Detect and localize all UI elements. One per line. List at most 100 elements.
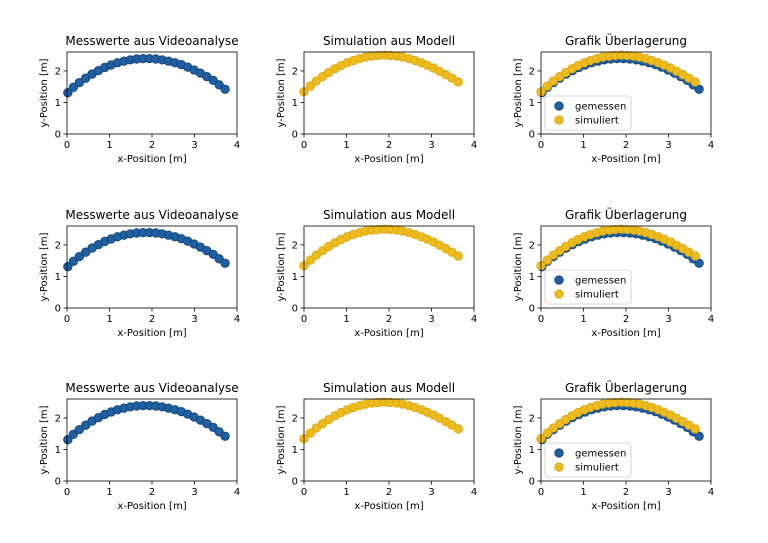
subplot-title: Simulation aus Modell [323, 34, 455, 48]
x-tick-label: 3 [428, 140, 434, 151]
series-simuliert [299, 50, 463, 97]
x-tick-label: 2 [386, 140, 392, 151]
data-point [548, 76, 558, 86]
legend-marker-gemessen [554, 101, 564, 111]
plot-frame [66, 51, 238, 135]
x-tick-label: 0 [64, 140, 70, 151]
data-point [68, 429, 79, 439]
x-axis-label: x-Position [m] [354, 154, 423, 165]
x-tick-label: 4 [708, 487, 714, 498]
subplot-title: Grafik Überlagerung [565, 379, 687, 395]
x-tick-label: 4 [234, 314, 240, 325]
data-point [74, 77, 84, 88]
series-gemessen [63, 53, 230, 98]
subplot-8: Simulation aus Modell 0 1 2 3 4 0 1 2 x-Position … [276, 381, 477, 512]
y-tick-label: 1 [529, 272, 535, 283]
legend-label-gemessen: gemessen [575, 102, 626, 113]
series-simuliert [299, 224, 463, 271]
y-axis-label: y-Position [m] [513, 58, 524, 127]
series-markers [299, 397, 463, 444]
x-tick-label: 4 [708, 140, 714, 151]
x-tick-label: 4 [471, 487, 477, 498]
data-point [63, 262, 73, 272]
x-tick-label: 2 [623, 487, 629, 498]
y-axis-label: y-Position [m] [276, 232, 287, 301]
data-point [694, 258, 704, 268]
plot-frame [303, 51, 475, 135]
data-point [305, 81, 316, 91]
legend-label-gemessen: gemessen [575, 449, 626, 460]
x-tick-label: 3 [665, 314, 671, 325]
x-tick-label: 3 [191, 140, 197, 151]
y-tick-label: 2 [529, 413, 535, 424]
data-point [694, 431, 704, 441]
y-tick-label: 0 [292, 130, 298, 141]
subplot-1: Messwerte aus Videoanalyse 0 1 2 3 4 0 1 2 x-Posi… [39, 34, 240, 165]
x-tick-label: 2 [623, 140, 629, 151]
plot-frame [303, 398, 475, 482]
data-point [548, 423, 558, 433]
x-tick-label: 2 [386, 487, 392, 498]
x-tick-label: 2 [149, 140, 155, 151]
x-tick-label: 4 [471, 140, 477, 151]
x-tick-label: 0 [301, 140, 307, 151]
x-tick-label: 2 [149, 487, 155, 498]
y-axis-label: y-Position [m] [39, 58, 50, 127]
x-tick-label: 0 [538, 487, 544, 498]
series-markers [299, 50, 463, 97]
subplot-title: Grafik Überlagerung [565, 206, 687, 222]
series-markers [299, 224, 463, 271]
subplot-title: Messwerte aus Videoanalyse [65, 34, 238, 48]
x-tick-label: 1 [343, 487, 349, 498]
y-axis-label: y-Position [m] [276, 58, 287, 127]
x-tick-label: 1 [580, 314, 586, 325]
y-tick-label: 0 [292, 477, 298, 488]
x-axis-label: x-Position [m] [591, 501, 660, 512]
x-tick-label: 3 [191, 314, 197, 325]
x-axis-label: x-Position [m] [117, 328, 186, 339]
data-point [453, 77, 463, 87]
x-tick-label: 3 [191, 487, 197, 498]
x-tick-label: 2 [386, 314, 392, 325]
data-point [68, 256, 79, 266]
y-axis-label: y-Position [m] [276, 405, 287, 474]
data-point [548, 250, 558, 260]
data-point [74, 251, 84, 262]
y-tick-label: 2 [55, 66, 61, 77]
legend: gemessen simuliert [544, 442, 632, 478]
x-tick-label: 1 [343, 314, 349, 325]
legend-label-simuliert: simuliert [575, 463, 619, 474]
x-axis-label: x-Position [m] [354, 328, 423, 339]
subplot-6: Grafik Überlagerung 0 1 2 3 4 0 1 2 x-Position [m… [513, 206, 714, 339]
legend-label-gemessen: gemessen [575, 276, 626, 287]
data-point [542, 428, 553, 438]
x-tick-label: 0 [538, 140, 544, 151]
y-tick-label: 2 [292, 66, 298, 77]
y-tick-label: 1 [292, 445, 298, 456]
subplot-title: Simulation aus Modell [323, 381, 455, 395]
series-markers [536, 50, 704, 98]
y-tick-label: 2 [55, 413, 61, 424]
data-point [311, 423, 321, 433]
legend-marker-simuliert [554, 289, 564, 299]
x-tick-label: 2 [149, 314, 155, 325]
series-markers [63, 53, 230, 98]
data-point [542, 255, 553, 265]
x-axis-label: x-Position [m] [117, 501, 186, 512]
y-tick-label: 2 [55, 240, 61, 251]
y-tick-label: 0 [529, 304, 535, 315]
y-tick-label: 1 [55, 98, 61, 109]
series-simuliert [299, 397, 463, 444]
legend-marker-simuliert [554, 462, 564, 472]
y-axis-label: y-Position [m] [39, 405, 50, 474]
data-point [220, 258, 230, 268]
series-gemessen [63, 227, 230, 272]
data-point [63, 435, 73, 445]
legend-label-simuliert: simuliert [575, 290, 619, 301]
legend-box [544, 95, 632, 131]
x-axis-label: x-Position [m] [117, 154, 186, 165]
legend-marker-simuliert [554, 115, 564, 125]
x-axis-label: x-Position [m] [591, 154, 660, 165]
data-point [690, 424, 700, 434]
series-simuliert [536, 397, 700, 444]
